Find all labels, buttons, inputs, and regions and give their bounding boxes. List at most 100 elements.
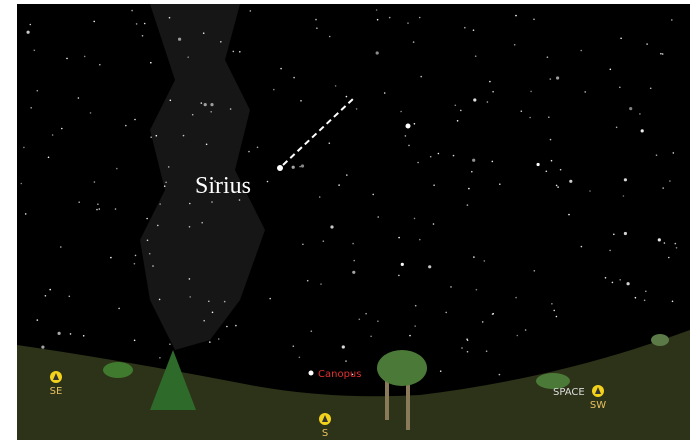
star [440, 370, 442, 372]
star [90, 112, 92, 114]
star [235, 325, 237, 327]
star [239, 51, 241, 53]
star [407, 22, 409, 24]
star [169, 343, 171, 345]
star [450, 286, 452, 288]
star [409, 335, 411, 337]
star [353, 260, 355, 262]
star [414, 218, 416, 220]
star [646, 43, 648, 45]
star [433, 223, 435, 225]
star [146, 218, 148, 220]
star [401, 263, 404, 266]
star [330, 225, 333, 228]
star [419, 239, 421, 241]
star [517, 335, 519, 337]
tree [377, 350, 427, 386]
star [233, 51, 235, 53]
star [484, 260, 486, 262]
star [60, 246, 62, 248]
star [433, 184, 435, 186]
star [639, 113, 641, 115]
star [30, 24, 32, 26]
star [414, 123, 416, 125]
star [329, 142, 331, 144]
star [662, 187, 664, 189]
star [487, 101, 489, 103]
star [616, 127, 618, 129]
star [656, 154, 658, 156]
star [292, 166, 295, 169]
star [93, 21, 95, 23]
star [201, 102, 203, 104]
star [150, 62, 152, 64]
star [629, 107, 632, 110]
star [529, 117, 531, 119]
star [150, 136, 152, 138]
tree [651, 334, 669, 346]
star [30, 107, 32, 109]
trunk [385, 380, 389, 420]
star [660, 53, 662, 55]
star [624, 232, 627, 235]
star [359, 319, 361, 321]
star [183, 135, 185, 137]
star [589, 190, 591, 192]
star [530, 91, 532, 93]
star [135, 255, 137, 257]
star [609, 250, 611, 252]
star [115, 208, 117, 210]
star [400, 111, 402, 113]
star [515, 297, 517, 299]
star [96, 209, 98, 211]
star [189, 226, 191, 228]
star [149, 253, 151, 255]
star [580, 50, 582, 52]
star [492, 161, 494, 163]
sirius-label: Sirius [195, 173, 251, 199]
star [78, 97, 80, 99]
star [553, 310, 555, 312]
star [211, 201, 213, 203]
star [300, 100, 302, 102]
star [168, 166, 170, 168]
star [438, 153, 440, 155]
star [672, 301, 674, 303]
star [192, 114, 194, 116]
star [415, 305, 417, 307]
star [21, 183, 23, 185]
star [299, 166, 301, 168]
compass-label: SW [590, 400, 606, 411]
star [94, 181, 96, 183]
star [460, 110, 462, 112]
star [203, 32, 205, 34]
star [346, 96, 348, 98]
star-canopus [309, 371, 314, 376]
star [134, 119, 136, 121]
star [420, 76, 422, 78]
star [58, 332, 61, 335]
star [315, 19, 317, 21]
star [645, 291, 647, 293]
star [267, 181, 269, 183]
star [619, 279, 621, 281]
star [156, 135, 158, 137]
star [546, 171, 548, 173]
star [226, 326, 228, 328]
star [550, 139, 552, 141]
star [644, 300, 646, 302]
star [499, 374, 501, 376]
star [605, 277, 607, 279]
star [671, 19, 673, 21]
star [189, 278, 191, 280]
star [37, 319, 39, 321]
star [66, 58, 68, 60]
star [61, 128, 63, 130]
star [37, 90, 39, 92]
star [25, 213, 27, 215]
star [627, 282, 630, 285]
canopus-label: Canopus [318, 369, 361, 380]
star [210, 103, 213, 106]
star [41, 346, 44, 349]
star [99, 64, 101, 66]
